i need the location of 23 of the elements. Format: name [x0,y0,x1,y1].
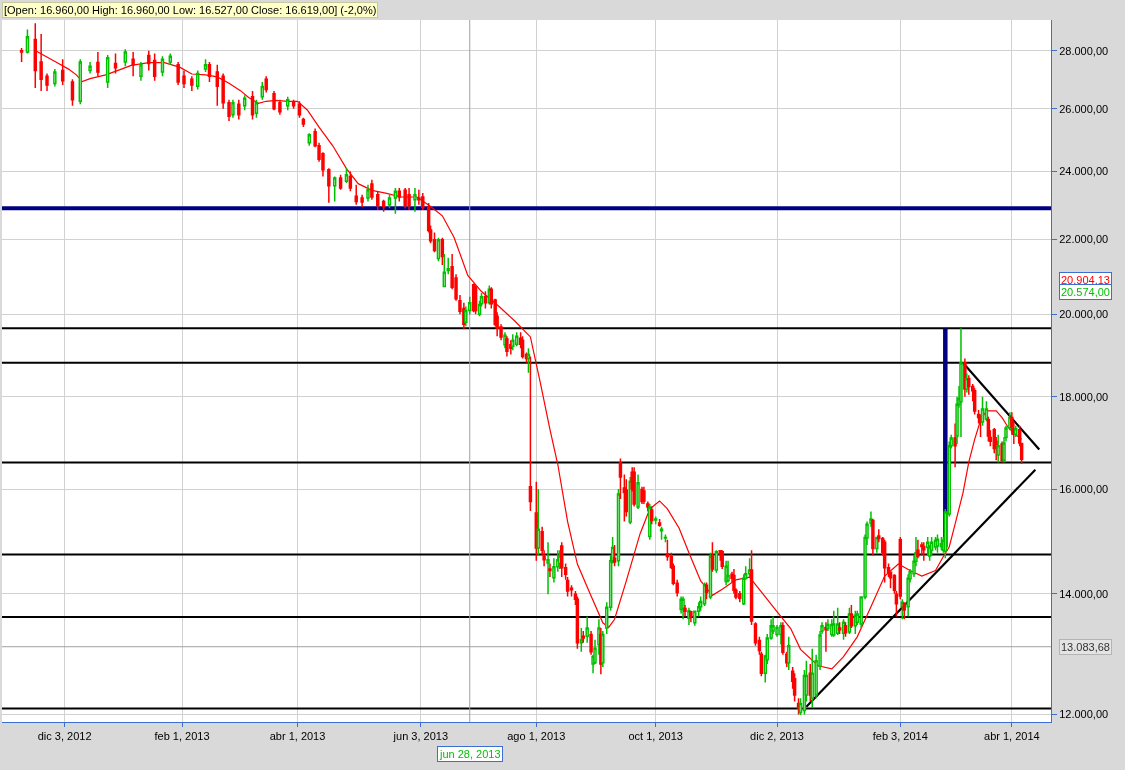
x-tick-label: jun 3, 2013 [392,730,449,743]
y-tick-label: 22.000,00 [1059,233,1109,246]
x-tick-label: feb 3, 2014 [872,730,928,743]
x-tick-label: abr 1, 2013 [269,730,326,743]
x-tick-label: oct 1, 2013 [628,730,683,743]
x-tick-label: abr 1, 2014 [984,730,1040,743]
y-tick-label: 24.000,00 [1059,165,1109,178]
text: 20.904,13 [1061,274,1110,286]
y-tick-label: 28.000,00 [1059,44,1109,57]
y-tick-label: 18.000,00 [1059,390,1109,403]
y-tick-label: 14.000,00 [1059,587,1109,600]
text: 20.574,00 [1061,286,1110,298]
x-tick-label: feb 1, 2013 [154,730,210,743]
y-tick-label: 20.000,00 [1059,308,1109,321]
y-tick-label: 16.000,00 [1059,482,1109,495]
y-tick-label: 26.000,00 [1059,102,1109,115]
ref-line-label: 13.083,68 [1061,641,1110,653]
ref-line-label: jun 28, 2013 [439,748,501,760]
y-tick-label: 12.000,00 [1059,708,1109,721]
x-tick-label: ago 1, 2013 [507,730,566,743]
chart-title: [Open: 16.960,00 High: 16.960,00 Low: 16.527,00 Close: 16.619,00] (-2,0%) [4,4,377,16]
x-tick-label: dic 2, 2013 [750,730,804,743]
x-tick-label: dic 3, 2012 [37,730,92,743]
